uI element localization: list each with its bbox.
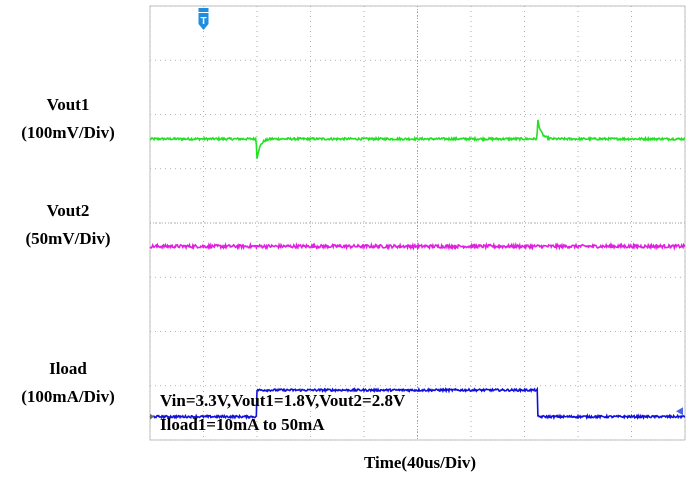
label-vout2-name: Vout2: [47, 201, 90, 220]
trigger-marker-icon: [198, 13, 209, 30]
trace-vout2: [149, 241, 686, 252]
grid: [149, 5, 686, 441]
trigger-marker-label: T: [200, 16, 206, 27]
label-vout2-scale: (50mV/Div): [26, 229, 111, 248]
plot-border: [149, 5, 686, 441]
trace-iload: [149, 386, 686, 421]
trace-vout1: [149, 119, 686, 159]
trigger-marker-top: [198, 8, 209, 12]
traces: [149, 119, 686, 421]
label-vout1-name: Vout1: [47, 95, 90, 114]
label-vout1-scale: (100mV/Div): [21, 123, 114, 142]
left-level-marker: [150, 413, 154, 420]
annotation-load-range: Iload1=10mA to 50mA: [160, 415, 325, 434]
ground-level-marker: [676, 407, 683, 416]
x-axis-label: Time(40us/Div): [364, 453, 476, 472]
annotation-voltages: Vin=3.3V,Vout1=1.8V,Vout2=2.8V: [160, 391, 406, 410]
markers: T: [150, 8, 683, 420]
label-iload-scale: (100mA/Div): [21, 387, 114, 406]
label-iload-name: Iload: [49, 359, 87, 378]
